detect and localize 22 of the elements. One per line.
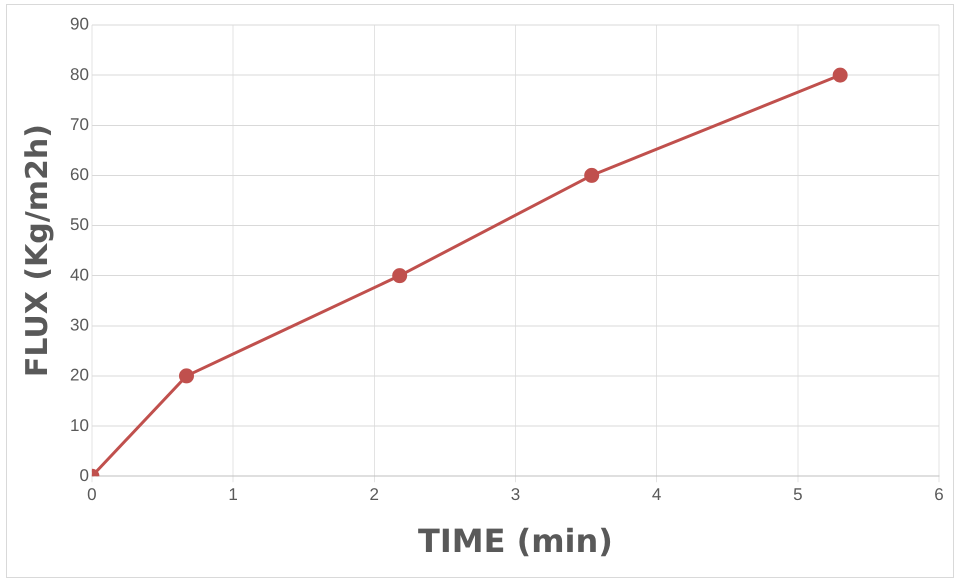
- point: [392, 268, 408, 284]
- x-tick-label: 2: [370, 485, 380, 504]
- y-tick-label: 0: [79, 466, 89, 485]
- y-axis-title: FLUX (Kg/m2h): [20, 124, 55, 378]
- x-tick-label: 5: [793, 485, 803, 504]
- x-axis-title: TIME (min): [418, 522, 613, 560]
- x-tick-label: 4: [652, 485, 662, 504]
- y-tick-label: 60: [70, 165, 89, 184]
- x-tick-label: 1: [228, 485, 238, 504]
- y-tick-label: 50: [70, 215, 89, 234]
- x-tick-label: 3: [510, 485, 520, 504]
- y-tick-label: 10: [70, 416, 89, 435]
- y-tick-label: 90: [70, 14, 89, 34]
- x-tick-label: 6: [934, 485, 944, 504]
- point: [832, 68, 848, 83]
- y-tick-label: 70: [70, 114, 89, 134]
- point: [179, 368, 194, 384]
- point: [584, 168, 600, 183]
- y-tick-label: 40: [70, 265, 89, 284]
- y-tick-label: 80: [70, 64, 89, 84]
- y-tick-label: 20: [70, 366, 89, 385]
- y-tick-label: 30: [70, 315, 89, 334]
